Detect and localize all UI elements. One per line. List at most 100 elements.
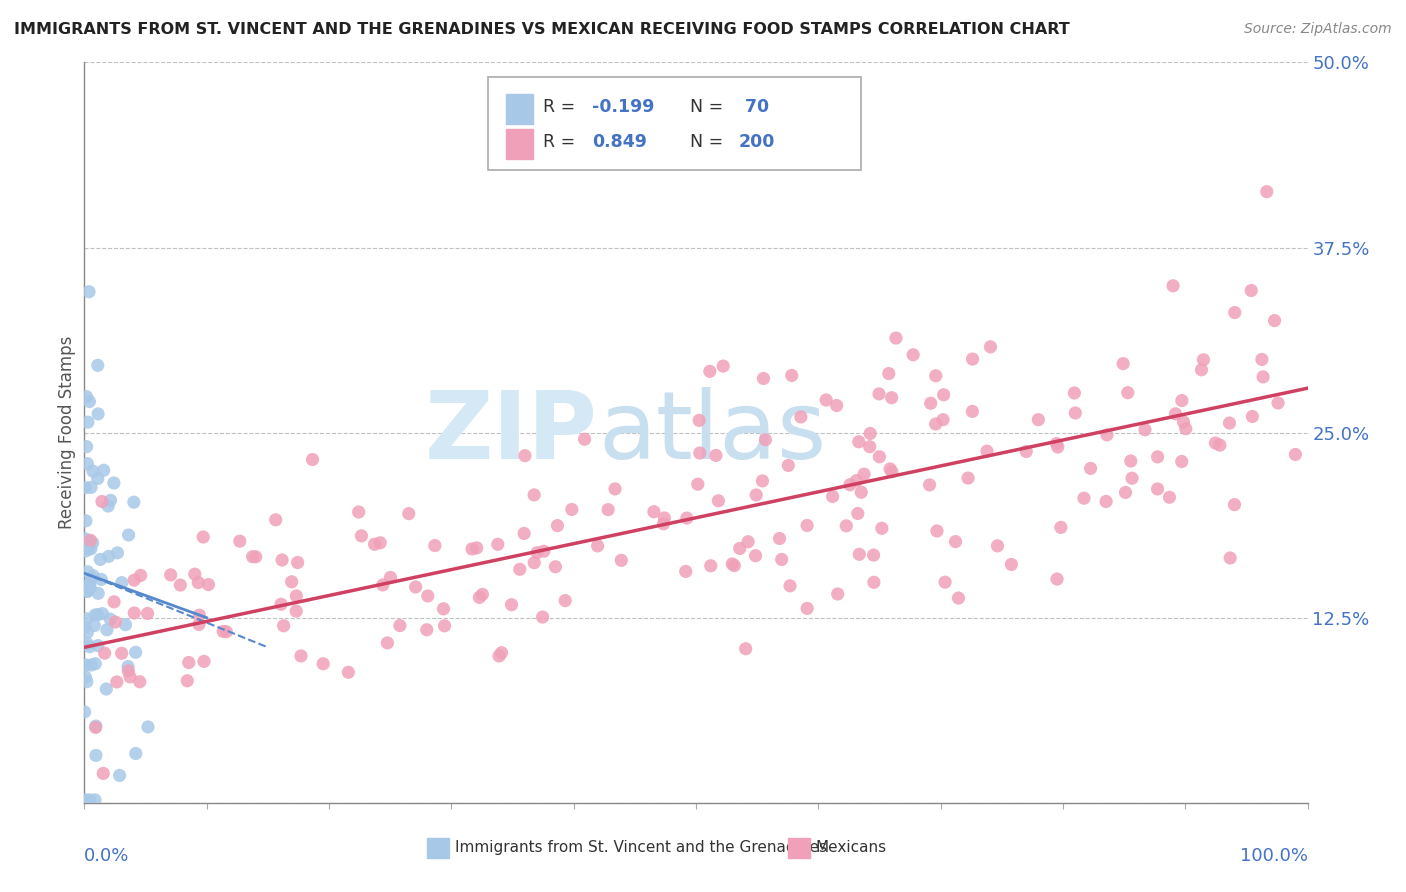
- Point: [859, 426, 882, 441]
- Point: [598, 502, 620, 516]
- Point: [285, 604, 308, 618]
- Point: [84, 607, 107, 622]
- Point: [461, 541, 484, 556]
- Point: [1218, 416, 1240, 430]
- Point: [1159, 490, 1181, 504]
- Point: [986, 539, 1008, 553]
- Point: [285, 589, 308, 603]
- Point: [486, 537, 509, 551]
- Point: [1114, 485, 1136, 500]
- Point: [79, 534, 101, 549]
- Point: [89, 552, 111, 566]
- Point: [1191, 363, 1213, 377]
- Point: [1112, 357, 1135, 371]
- Point: [745, 488, 768, 502]
- Point: [700, 558, 723, 573]
- Text: atlas: atlas: [598, 386, 827, 479]
- Point: [1164, 407, 1187, 421]
- Point: [264, 513, 287, 527]
- Point: [423, 539, 446, 553]
- Point: [754, 433, 776, 447]
- Point: [273, 619, 295, 633]
- Point: [1050, 520, 1073, 534]
- Point: [734, 641, 756, 656]
- Point: [1256, 185, 1278, 199]
- Point: [108, 768, 131, 782]
- Point: [1095, 428, 1118, 442]
- Point: [80, 541, 103, 556]
- Point: [79, 394, 101, 409]
- Point: [79, 576, 101, 591]
- Point: [768, 532, 790, 546]
- Point: [707, 493, 730, 508]
- Text: ZIP: ZIP: [425, 386, 598, 479]
- Point: [1146, 482, 1168, 496]
- Point: [193, 654, 215, 668]
- Point: [1251, 370, 1274, 384]
- Point: [76, 390, 98, 404]
- Point: [82, 569, 104, 583]
- Point: [821, 490, 844, 504]
- Point: [790, 409, 813, 424]
- Text: 70: 70: [738, 98, 769, 116]
- Point: [87, 359, 110, 373]
- Point: [1073, 491, 1095, 506]
- Point: [1064, 406, 1087, 420]
- Point: [270, 597, 292, 611]
- Point: [721, 557, 744, 571]
- Point: [77, 285, 100, 299]
- Point: [301, 452, 323, 467]
- Point: [744, 549, 766, 563]
- Point: [76, 612, 98, 626]
- Point: [416, 589, 439, 603]
- Point: [380, 570, 402, 584]
- Point: [513, 526, 536, 541]
- Point: [778, 458, 800, 473]
- Point: [1161, 278, 1184, 293]
- Point: [79, 580, 101, 594]
- Point: [780, 368, 803, 383]
- Point: [93, 463, 115, 477]
- Point: [610, 553, 633, 567]
- Point: [80, 658, 103, 673]
- Point: [84, 793, 107, 807]
- Point: [546, 518, 568, 533]
- Point: [416, 623, 439, 637]
- Point: [686, 477, 709, 491]
- Point: [79, 640, 101, 654]
- Point: [73, 620, 96, 634]
- Point: [83, 618, 105, 632]
- Point: [117, 659, 139, 673]
- Point: [432, 602, 454, 616]
- Point: [159, 567, 181, 582]
- Point: [751, 474, 773, 488]
- Point: [188, 608, 211, 623]
- Text: Immigrants from St. Vincent and the Grenadines: Immigrants from St. Vincent and the Gren…: [456, 840, 827, 855]
- Point: [848, 547, 870, 561]
- Point: [737, 534, 759, 549]
- Point: [84, 748, 107, 763]
- Point: [880, 465, 903, 479]
- Bar: [787, 838, 810, 858]
- Point: [877, 367, 900, 381]
- Point: [835, 519, 858, 533]
- Point: [76, 584, 98, 599]
- Point: [1264, 313, 1286, 327]
- Point: [91, 766, 114, 780]
- Point: [87, 586, 110, 600]
- Point: [1174, 422, 1197, 436]
- Point: [1171, 393, 1194, 408]
- Point: [129, 568, 152, 582]
- Point: [526, 546, 548, 560]
- Point: [976, 444, 998, 458]
- Point: [1146, 450, 1168, 464]
- Point: [699, 364, 721, 378]
- Point: [76, 440, 98, 454]
- Point: [471, 587, 494, 601]
- Point: [853, 467, 876, 482]
- Point: [84, 657, 107, 671]
- Text: Source: ZipAtlas.com: Source: ZipAtlas.com: [1244, 22, 1392, 37]
- Point: [920, 396, 942, 410]
- Point: [675, 565, 697, 579]
- Point: [363, 537, 385, 551]
